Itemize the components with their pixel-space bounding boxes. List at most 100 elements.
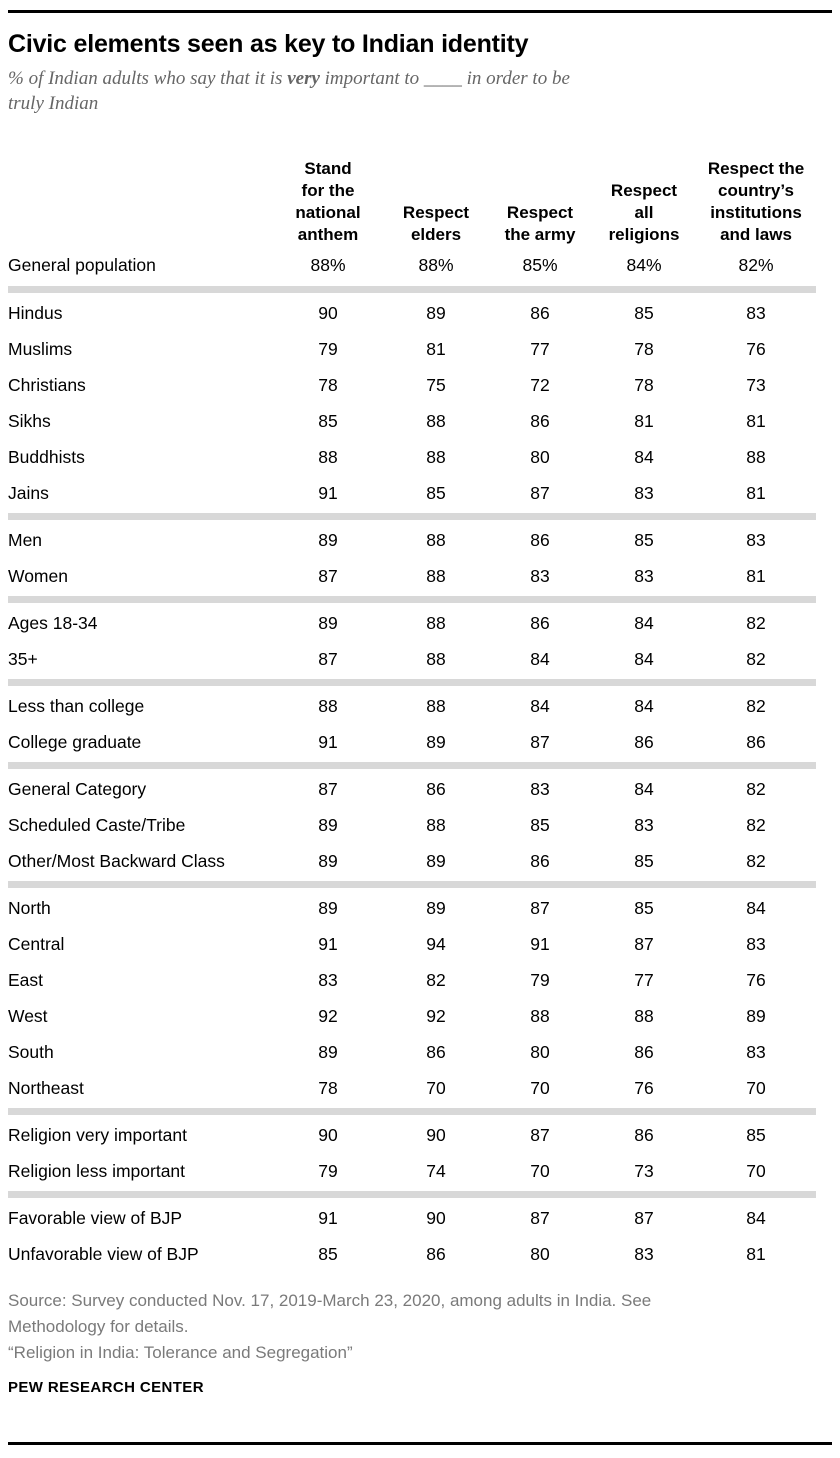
cell-value: 88 xyxy=(426,814,446,835)
cell-value: 81 xyxy=(746,410,766,431)
cell-value: 82 xyxy=(746,778,766,799)
cell-value: 90 xyxy=(318,1124,338,1145)
row-label: Ages 18-34 xyxy=(8,612,98,633)
cell-value: 70 xyxy=(746,1077,766,1098)
column-header: Respect elders xyxy=(402,203,470,244)
table-row: Men 89 88 86 85 83 xyxy=(8,522,832,558)
cell-value: 82 xyxy=(746,850,766,871)
cell-value: 78 xyxy=(318,374,338,395)
cell-value: 88% xyxy=(418,254,454,275)
bottom-rule xyxy=(8,1442,832,1445)
cell-value: 88 xyxy=(426,695,446,716)
cell-value: 91 xyxy=(318,482,338,503)
cell-value: 84 xyxy=(746,897,766,918)
cell-value: 79 xyxy=(318,1160,338,1181)
cell-value: 82% xyxy=(738,254,774,275)
cell-value: 80 xyxy=(530,1041,550,1062)
table-row: Women 87 88 83 83 81 xyxy=(8,558,832,594)
row-label: Less than college xyxy=(8,695,145,716)
cell-value: 88 xyxy=(426,446,446,467)
column-header: Respect the country’s institutions and l… xyxy=(707,159,805,244)
cell-value: 86 xyxy=(634,731,654,752)
cell-value: 90 xyxy=(318,302,338,323)
cell-value: 89 xyxy=(426,731,446,752)
subtitle-prefix: % of Indian adults who say that it is xyxy=(8,68,288,89)
cell-value: 83 xyxy=(634,1243,654,1264)
cell-value: 88 xyxy=(318,446,338,467)
cell-value: 81 xyxy=(746,1243,766,1264)
column-header: Respect all religions xyxy=(608,181,680,244)
table-row: Other/Most Backward Class 89 89 86 85 82 xyxy=(8,843,832,879)
table-row: East 83 82 79 77 76 xyxy=(8,962,832,998)
cell-value: 83 xyxy=(746,529,766,550)
cell-value: 81 xyxy=(426,338,446,359)
row-label: East xyxy=(8,969,44,990)
cell-value: 70 xyxy=(530,1160,550,1181)
row-label: Other/Most Backward Class xyxy=(8,850,225,871)
cell-value: 78 xyxy=(634,374,654,395)
table-body: General population 88% 88% 85% 84% 82% Hindus 9… xyxy=(8,246,832,1272)
cell-value: 85 xyxy=(634,897,654,918)
cell-value: 85 xyxy=(318,1243,338,1264)
cell-value: 81 xyxy=(746,565,766,586)
cell-value: 89 xyxy=(318,897,338,918)
cell-value: 83 xyxy=(634,482,654,503)
subtitle-bold-term: very xyxy=(287,68,320,89)
cell-value: 79 xyxy=(318,338,338,359)
cell-value: 87 xyxy=(318,648,338,669)
table-row: Ages 18-34 89 88 86 84 82 xyxy=(8,605,832,641)
report-title: “Religion in India: Tolerance and Segreg… xyxy=(8,1343,353,1362)
row-label: Women xyxy=(8,565,68,586)
cell-value: 86 xyxy=(426,778,446,799)
section-divider xyxy=(8,679,816,686)
table-row: College graduate 91 89 87 86 86 xyxy=(8,724,832,760)
row-label: West xyxy=(8,1005,48,1026)
cell-value: 86 xyxy=(530,850,550,871)
cell-value: 85% xyxy=(522,254,558,275)
column-header: Respect the army xyxy=(504,203,576,244)
cell-value: 88 xyxy=(426,648,446,669)
section-divider xyxy=(8,286,816,293)
table-header-row: Stand for the national anthem Respect eld… xyxy=(8,158,832,246)
cell-value: 73 xyxy=(634,1160,654,1181)
cell-value: 88 xyxy=(634,1005,654,1026)
row-label: Religion very important xyxy=(8,1124,187,1145)
table-row: General population 88% 88% 85% 84% 82% xyxy=(8,246,832,284)
cell-value: 89 xyxy=(318,529,338,550)
page-subtitle: % of Indian adults who say that it is ve… xyxy=(8,66,832,116)
cell-value: 87 xyxy=(530,1207,550,1228)
section-divider xyxy=(8,762,816,769)
cell-value: 87 xyxy=(318,778,338,799)
cell-value: 78 xyxy=(634,338,654,359)
cell-value: 80 xyxy=(530,446,550,467)
cell-value: 84 xyxy=(530,648,550,669)
cell-value: 88 xyxy=(426,529,446,550)
table-row: Scheduled Caste/Tribe 89 88 85 83 82 xyxy=(8,807,832,843)
cell-value: 82 xyxy=(746,648,766,669)
cell-value: 94 xyxy=(426,933,446,954)
cell-value: 82 xyxy=(746,612,766,633)
table-row: Central 91 94 91 87 83 xyxy=(8,926,832,962)
row-label: South xyxy=(8,1041,54,1062)
row-label: Favorable view of BJP xyxy=(8,1207,183,1228)
cell-value: 84 xyxy=(634,648,654,669)
cell-value: 88 xyxy=(318,695,338,716)
cell-value: 70 xyxy=(426,1077,446,1098)
table-row: North 89 89 87 85 84 xyxy=(8,890,832,926)
source-note: Source: Survey conducted Nov. 17, 2019-M… xyxy=(8,1291,652,1336)
cell-value: 70 xyxy=(746,1160,766,1181)
table-row: 35+ 87 88 84 84 82 xyxy=(8,641,832,677)
cell-value: 89 xyxy=(318,612,338,633)
subtitle-line-2: truly Indian xyxy=(8,93,99,114)
row-label: Buddhists xyxy=(8,446,85,467)
page-title: Civic elements seen as key to Indian ide… xyxy=(8,30,529,58)
cell-value: 76 xyxy=(746,969,766,990)
row-label: Christians xyxy=(8,374,86,395)
brand-wordmark: PEW RESEARCH CENTER xyxy=(8,1379,204,1396)
row-label: Muslims xyxy=(8,338,73,359)
cell-value: 83 xyxy=(746,933,766,954)
table-row: Sikhs 85 88 86 81 81 xyxy=(8,403,832,439)
cell-value: 88 xyxy=(530,1005,550,1026)
row-label: Scheduled Caste/Tribe xyxy=(8,814,186,835)
row-label: Religion less important xyxy=(8,1160,186,1181)
